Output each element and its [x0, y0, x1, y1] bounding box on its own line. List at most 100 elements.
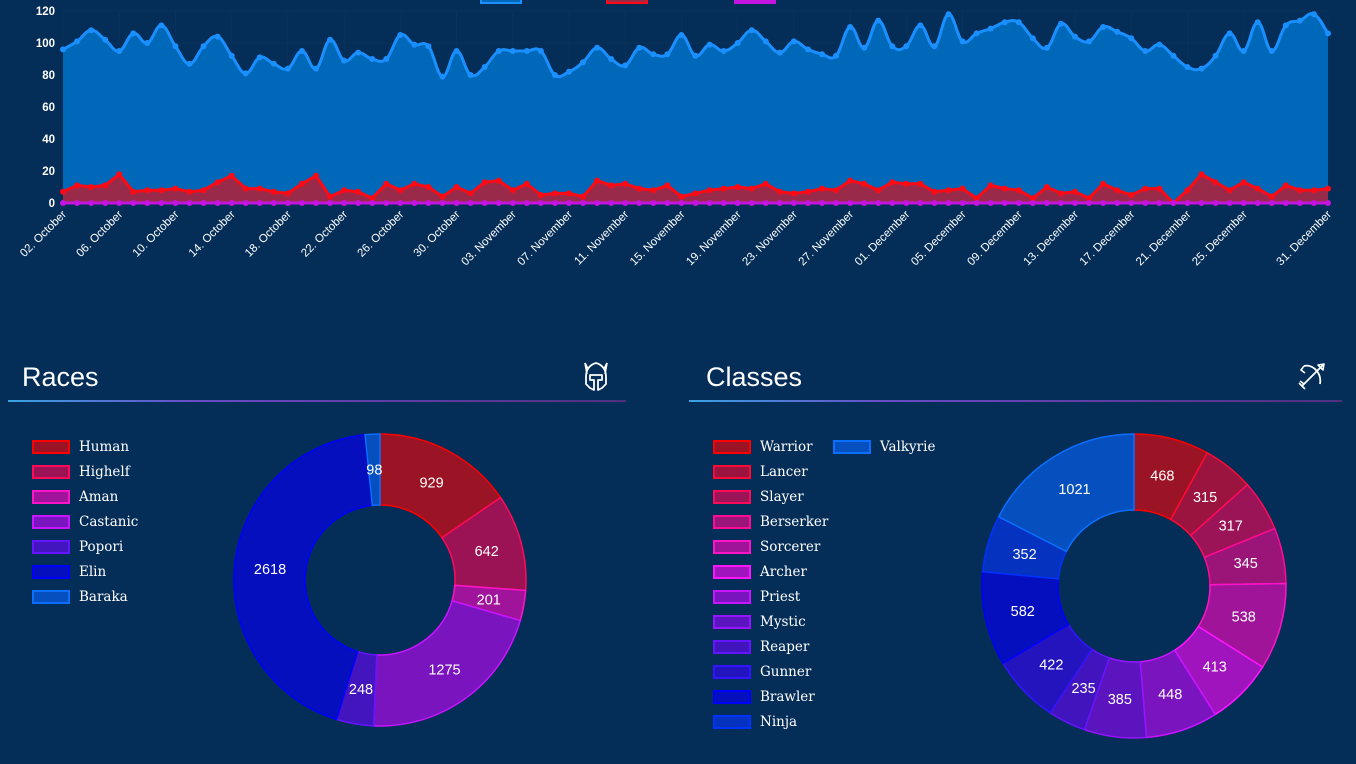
- data-point[interactable]: [214, 200, 221, 206]
- data-point[interactable]: [931, 43, 938, 50]
- legend-item-lancer[interactable]: Lancer: [713, 463, 808, 481]
- data-point[interactable]: [228, 172, 235, 179]
- data-point[interactable]: [1086, 200, 1093, 206]
- data-point[interactable]: [425, 200, 432, 206]
- data-point[interactable]: [776, 188, 783, 195]
- data-point[interactable]: [636, 200, 643, 206]
- data-point[interactable]: [172, 200, 179, 206]
- data-point[interactable]: [734, 40, 741, 46]
- data-point[interactable]: [833, 200, 840, 206]
- data-point[interactable]: [495, 200, 502, 206]
- data-point[interactable]: [931, 188, 938, 195]
- data-point[interactable]: [734, 184, 741, 190]
- data-point[interactable]: [1086, 195, 1093, 202]
- data-point[interactable]: [102, 182, 109, 189]
- data-point[interactable]: [453, 48, 460, 54]
- data-point[interactable]: [1226, 200, 1233, 206]
- data-point[interactable]: [425, 43, 432, 50]
- data-point[interactable]: [144, 40, 151, 46]
- data-point[interactable]: [88, 184, 95, 190]
- data-point[interactable]: [411, 200, 418, 206]
- data-point[interactable]: [594, 200, 601, 206]
- data-point[interactable]: [509, 200, 516, 206]
- data-point[interactable]: [355, 200, 362, 206]
- data-point[interactable]: [1001, 200, 1008, 206]
- data-point[interactable]: [1057, 20, 1064, 27]
- data-point[interactable]: [678, 32, 685, 38]
- data-point[interactable]: [130, 30, 137, 37]
- data-point[interactable]: [1100, 180, 1107, 187]
- data-point[interactable]: [889, 200, 896, 206]
- data-point[interactable]: [467, 72, 474, 78]
- data-point[interactable]: [327, 193, 334, 200]
- data-point[interactable]: [594, 44, 601, 51]
- data-point[interactable]: [1057, 200, 1064, 206]
- data-point[interactable]: [1156, 41, 1163, 48]
- data-point[interactable]: [1100, 24, 1107, 30]
- data-point[interactable]: [804, 200, 811, 206]
- data-point[interactable]: [1128, 200, 1135, 206]
- data-point[interactable]: [439, 200, 446, 206]
- data-point[interactable]: [355, 188, 362, 195]
- data-point[interactable]: [636, 185, 643, 192]
- data-point[interactable]: [284, 65, 291, 72]
- data-point[interactable]: [734, 200, 741, 206]
- data-point[interactable]: [411, 41, 418, 48]
- data-point[interactable]: [425, 184, 432, 190]
- data-point[interactable]: [1142, 200, 1149, 206]
- data-point[interactable]: [313, 65, 319, 72]
- data-point[interactable]: [678, 193, 685, 200]
- data-point[interactable]: [692, 52, 699, 59]
- data-point[interactable]: [819, 51, 825, 58]
- data-point[interactable]: [256, 54, 263, 61]
- data-point[interactable]: [1170, 200, 1177, 206]
- data-point[interactable]: [537, 200, 544, 206]
- data-point[interactable]: [1268, 48, 1275, 54]
- data-point[interactable]: [509, 187, 516, 194]
- legend-item-archer[interactable]: Archer: [713, 563, 807, 581]
- data-point[interactable]: [1156, 200, 1163, 206]
- data-point[interactable]: [1142, 185, 1149, 192]
- data-point[interactable]: [551, 72, 558, 78]
- data-point[interactable]: [706, 187, 713, 194]
- data-point[interactable]: [566, 200, 572, 206]
- data-point[interactable]: [158, 187, 165, 194]
- data-point[interactable]: [987, 25, 994, 32]
- data-point[interactable]: [720, 185, 727, 192]
- data-point[interactable]: [74, 200, 81, 206]
- data-point[interactable]: [847, 200, 854, 206]
- data-point[interactable]: [1156, 185, 1163, 192]
- data-point[interactable]: [622, 62, 629, 69]
- data-point[interactable]: [158, 200, 165, 206]
- data-point[interactable]: [566, 190, 572, 197]
- data-point[interactable]: [341, 200, 348, 206]
- data-point[interactable]: [397, 187, 404, 194]
- data-point[interactable]: [523, 180, 530, 187]
- data-point[interactable]: [847, 177, 854, 184]
- data-point[interactable]: [1072, 188, 1078, 195]
- data-point[interactable]: [537, 192, 544, 198]
- data-point[interactable]: [931, 200, 938, 206]
- data-point[interactable]: [917, 180, 924, 187]
- data-point[interactable]: [903, 180, 910, 187]
- data-point[interactable]: [1128, 192, 1135, 198]
- data-point[interactable]: [861, 44, 868, 51]
- data-point[interactable]: [580, 200, 587, 206]
- data-point[interactable]: [819, 185, 825, 192]
- data-point[interactable]: [1282, 22, 1289, 29]
- data-point[interactable]: [1282, 182, 1289, 189]
- data-point[interactable]: [298, 48, 305, 54]
- slice-elin[interactable]: [233, 433, 374, 721]
- data-point[interactable]: [945, 11, 952, 18]
- data-point[interactable]: [1226, 187, 1233, 194]
- data-point[interactable]: [369, 56, 376, 62]
- data-point[interactable]: [959, 185, 966, 192]
- data-point[interactable]: [1184, 64, 1191, 70]
- data-point[interactable]: [1325, 185, 1331, 192]
- data-point[interactable]: [748, 185, 755, 192]
- data-point[interactable]: [1198, 200, 1205, 206]
- data-point[interactable]: [706, 41, 713, 48]
- data-point[interactable]: [1184, 200, 1191, 206]
- data-point[interactable]: [1254, 200, 1261, 206]
- data-point[interactable]: [692, 190, 699, 197]
